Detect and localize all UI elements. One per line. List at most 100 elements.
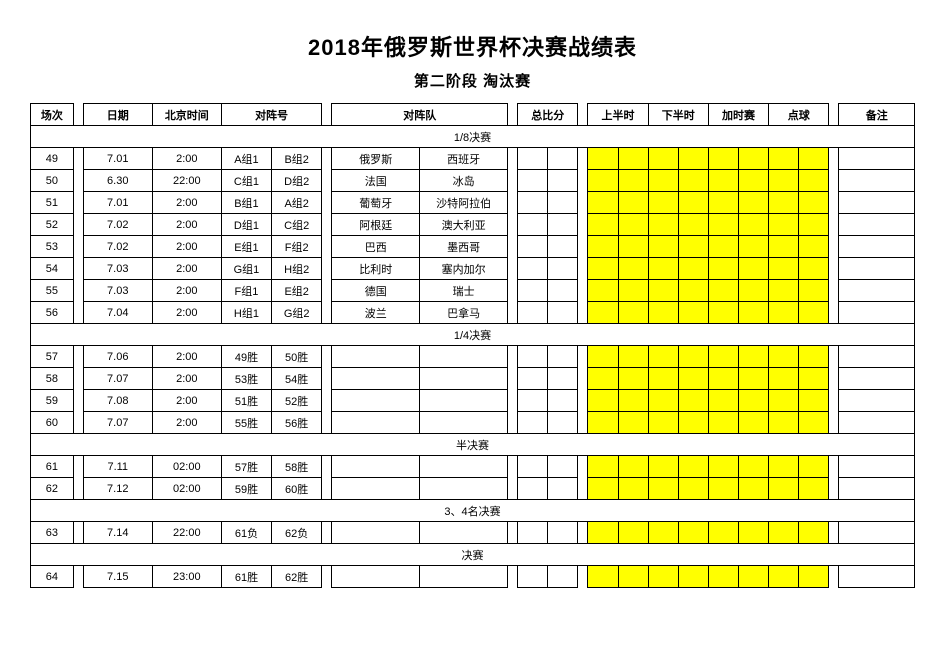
cell-team1 <box>332 478 420 500</box>
section-label: 1/4决赛 <box>31 324 915 346</box>
cell-period <box>799 236 829 258</box>
cell-team2 <box>420 456 508 478</box>
col-match: 场次 <box>31 104 74 126</box>
col-time: 北京时间 <box>152 104 221 126</box>
cell-period <box>799 522 829 544</box>
cell-score-b <box>548 302 578 324</box>
gap <box>322 456 332 478</box>
gap <box>829 192 839 214</box>
cell-period <box>618 148 648 170</box>
section-header-row: 1/4决赛 <box>31 324 915 346</box>
gap <box>829 258 839 280</box>
cell-period <box>648 390 678 412</box>
gap <box>73 390 83 412</box>
cell-code1: 61负 <box>221 522 271 544</box>
gap <box>322 280 332 302</box>
gap <box>578 478 588 500</box>
cell-period <box>588 566 618 588</box>
cell-period <box>799 214 829 236</box>
cell-note <box>839 214 915 236</box>
gap <box>578 522 588 544</box>
section-label: 3、4名决赛 <box>31 500 915 522</box>
cell-period <box>708 302 738 324</box>
gap <box>829 104 839 126</box>
cell-score-b <box>548 214 578 236</box>
cell-period <box>678 478 708 500</box>
cell-team2: 墨西哥 <box>420 236 508 258</box>
cell-period <box>588 280 618 302</box>
cell-note <box>839 522 915 544</box>
cell-note <box>839 258 915 280</box>
cell-period <box>799 390 829 412</box>
cell-team1: 葡萄牙 <box>332 192 420 214</box>
gap <box>578 258 588 280</box>
cell-match-no: 59 <box>31 390 74 412</box>
cell-code1: 61胜 <box>221 566 271 588</box>
table-row: 537.022:00E组1F组2巴西墨西哥 <box>31 236 915 258</box>
cell-period <box>588 170 618 192</box>
cell-period <box>708 214 738 236</box>
cell-period <box>678 236 708 258</box>
gap <box>829 522 839 544</box>
gap <box>508 280 518 302</box>
gap <box>829 412 839 434</box>
cell-team2 <box>420 522 508 544</box>
table-row: 567.042:00H组1G组2波兰巴拿马 <box>31 302 915 324</box>
cell-period <box>799 258 829 280</box>
cell-team2 <box>420 346 508 368</box>
cell-note <box>839 192 915 214</box>
cell-period <box>648 478 678 500</box>
cell-period <box>648 346 678 368</box>
cell-match-no: 57 <box>31 346 74 368</box>
cell-period <box>618 280 648 302</box>
cell-period <box>588 456 618 478</box>
cell-code2: D组2 <box>272 170 322 192</box>
cell-code1: 49胜 <box>221 346 271 368</box>
cell-period <box>739 566 769 588</box>
cell-period <box>739 346 769 368</box>
cell-score-b <box>548 478 578 500</box>
gap <box>322 258 332 280</box>
cell-team1 <box>332 368 420 390</box>
cell-period <box>769 170 799 192</box>
cell-match-no: 54 <box>31 258 74 280</box>
cell-period <box>678 258 708 280</box>
cell-match-no: 62 <box>31 478 74 500</box>
cell-period <box>769 412 799 434</box>
cell-period <box>769 302 799 324</box>
cell-period <box>739 456 769 478</box>
cell-team2: 瑞士 <box>420 280 508 302</box>
table-body: 1/8决赛497.012:00A组1B组2俄罗斯西班牙506.3022:00C组… <box>31 126 915 588</box>
cell-period <box>769 566 799 588</box>
gap <box>508 566 518 588</box>
cell-match-no: 64 <box>31 566 74 588</box>
col-note: 备注 <box>839 104 915 126</box>
cell-period <box>678 412 708 434</box>
section-header-row: 半决赛 <box>31 434 915 456</box>
gap <box>73 214 83 236</box>
gap <box>578 192 588 214</box>
gap <box>829 170 839 192</box>
gap <box>578 302 588 324</box>
table-row: 637.1422:0061负62负 <box>31 522 915 544</box>
page-subtitle: 第二阶段 淘汰赛 <box>30 70 915 91</box>
gap <box>322 236 332 258</box>
gap <box>508 258 518 280</box>
cell-period <box>708 456 738 478</box>
cell-note <box>839 346 915 368</box>
cell-team2: 澳大利亚 <box>420 214 508 236</box>
table-row: 647.1523:0061胜62胜 <box>31 566 915 588</box>
cell-score-a <box>518 236 548 258</box>
cell-note <box>839 412 915 434</box>
cell-period <box>618 192 648 214</box>
cell-date: 7.11 <box>83 456 152 478</box>
gap <box>829 478 839 500</box>
table-row: 587.072:0053胜54胜 <box>31 368 915 390</box>
cell-note <box>839 302 915 324</box>
cell-score-a <box>518 258 548 280</box>
gap <box>322 566 332 588</box>
cell-period <box>739 258 769 280</box>
gap <box>73 192 83 214</box>
cell-time: 22:00 <box>152 522 221 544</box>
gap <box>578 346 588 368</box>
